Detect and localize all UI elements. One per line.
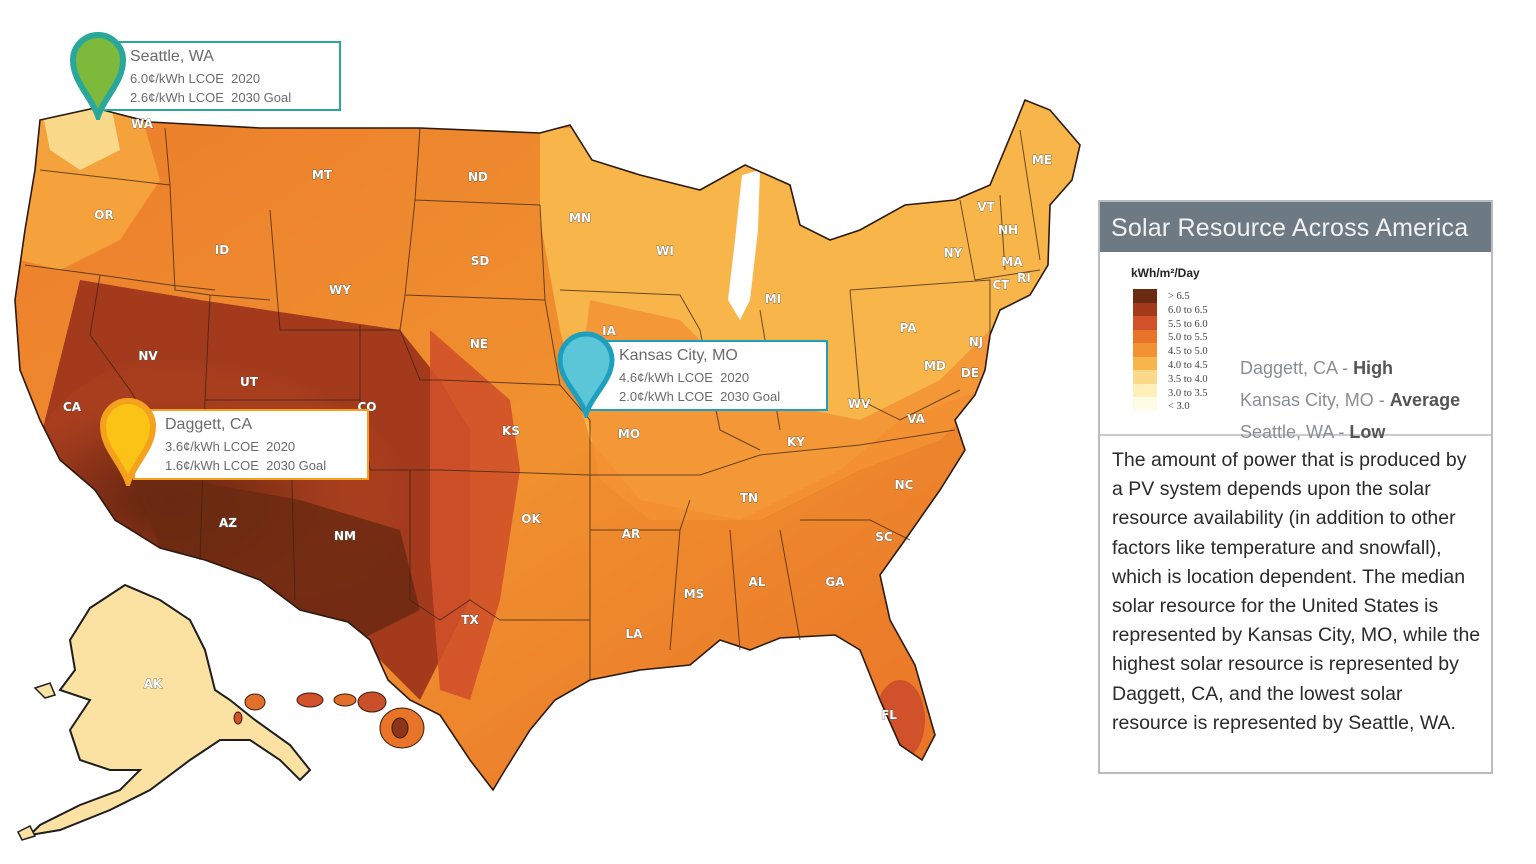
map-pin-kansas-city-icon[interactable] <box>556 330 616 418</box>
state-label-az: AZ <box>219 516 237 530</box>
map-pin-seattle-icon[interactable] <box>69 30 127 120</box>
state-label-wa: WA <box>131 117 154 131</box>
state-label-ne: NE <box>470 337 488 351</box>
legend-swatch <box>1133 289 1157 303</box>
state-label-ri: RI <box>1017 271 1031 285</box>
legend-range-label: 4.5 to 5.0 <box>1168 346 1208 358</box>
callout-city: Seattle, WA <box>130 48 214 65</box>
state-label-mt: MT <box>312 168 333 182</box>
state-label-tx: TX <box>461 613 479 627</box>
state-label-tn: TN <box>740 491 758 505</box>
legend-range-labels: > 6.5 6.0 to 6.5 5.5 to 6.0 5.0 to 5.5 4.5 t… <box>1168 290 1208 414</box>
state-label-mn: MN <box>569 211 591 225</box>
state-label-nd: ND <box>468 170 488 184</box>
legend-swatch <box>1133 397 1157 411</box>
legend-swatch <box>1133 370 1157 384</box>
state-label-ks: KS <box>502 424 520 438</box>
callout-daggett: Daggett, CA 3.6¢/kWh LCOE 2020 1.6¢/kWh … <box>133 409 369 480</box>
callout-lcoe-2020: 4.6¢/kWh LCOE 2020 <box>619 370 750 385</box>
state-label-nj: NJ <box>969 335 984 349</box>
state-label-al: AL <box>749 575 766 589</box>
example-average: Kansas City, MO - Average <box>1240 390 1461 410</box>
legend-swatch <box>1133 343 1157 357</box>
callout-lcoe-2030: 2.0¢/kWh LCOE 2030 Goal <box>619 389 781 404</box>
state-label-de: DE <box>961 366 979 380</box>
state-label-ak: AK <box>144 677 163 691</box>
legend-range-label: > 6.5 <box>1168 291 1190 302</box>
info-panel: Solar Resource Across America kWh/m²/Day… <box>1098 200 1493 774</box>
state-label-nv: NV <box>138 349 158 363</box>
state-label-mi: MI <box>765 292 781 306</box>
map-pin-daggett-icon[interactable] <box>99 396 157 486</box>
legend-unit: kWh/m²/Day <box>1131 266 1200 280</box>
state-label-ca: CA <box>63 400 82 414</box>
legend-swatch <box>1133 302 1157 316</box>
state-label-ny: NY <box>944 246 963 260</box>
description-text: The amount of power that is produced by … <box>1112 449 1481 734</box>
legend-range-label: 5.0 to 5.5 <box>1168 332 1208 344</box>
hawaii-islands <box>233 691 425 749</box>
state-label-wi: WI <box>656 244 674 258</box>
example-low: Seattle, WA - Low <box>1240 422 1386 442</box>
state-label-md: MD <box>924 359 946 373</box>
state-labels: WAORCANVIDMTWYUTCOAZNMNDSDNEKSOKTXMNIAMO… <box>63 117 1053 723</box>
legend-range-label: 3.0 to 3.5 <box>1168 387 1208 399</box>
state-label-nm: NM <box>334 529 356 543</box>
callout-lcoe-2030: 2.6¢/kWh LCOE 2030 Goal <box>130 90 292 105</box>
state-label-ar: AR <box>622 527 641 541</box>
state-label-wy: WY <box>329 283 351 297</box>
state-label-ky: KY <box>787 435 805 449</box>
state-label-ut: UT <box>240 375 259 389</box>
state-label-nh: NH <box>998 223 1018 237</box>
state-label-ia: IA <box>602 324 616 338</box>
legend-examples: Daggett, CA - High Kansas City, MO - Ave… <box>1240 352 1460 448</box>
state-label-la: LA <box>626 627 644 641</box>
state-label-ga: GA <box>825 575 845 589</box>
state-label-mo: MO <box>618 427 640 441</box>
state-label-nc: NC <box>895 478 914 492</box>
state-label-fl: FL <box>881 708 897 722</box>
state-label-id: ID <box>215 243 229 257</box>
callout-lcoe-2030: 1.6¢/kWh LCOE 2030 Goal <box>165 458 327 473</box>
callout-city: Daggett, CA <box>165 416 253 433</box>
legend-swatch <box>1133 383 1157 397</box>
legend-swatch <box>1133 329 1157 343</box>
panel-title: Solar Resource Across America <box>1100 202 1491 252</box>
state-label-ct: CT <box>993 278 1011 292</box>
legend-swatches <box>1133 289 1157 411</box>
state-label-ms: MS <box>684 587 705 601</box>
state-label-vt: VT <box>977 200 995 214</box>
legend-swatch <box>1133 356 1157 370</box>
state-label-sd: SD <box>471 254 490 268</box>
legend-swatch <box>1133 316 1157 330</box>
state-label-ok: OK <box>521 512 541 526</box>
callout-lcoe-2020: 3.6¢/kWh LCOE 2020 <box>165 439 296 454</box>
state-label-sc: SC <box>875 530 893 544</box>
state-label-va: VA <box>907 412 925 426</box>
callout-lcoe-2020: 6.0¢/kWh LCOE 2020 <box>130 71 261 86</box>
legend-range-label: 5.5 to 6.0 <box>1168 318 1208 330</box>
callout-kansas-city: Kansas City, MO 4.6¢/kWh LCOE 2020 2.0¢/… <box>587 340 828 411</box>
alaska-shape <box>27 583 312 837</box>
example-high: Daggett, CA - High <box>1240 358 1394 378</box>
legend: kWh/m²/Day > 6.5 6.0 to 6.5 5.5 to 6.0 5.0 … <box>1100 252 1491 442</box>
state-label-pa: PA <box>900 321 918 335</box>
legend-range-label: < 3.0 <box>1168 401 1190 413</box>
state-label-me: ME <box>1032 153 1052 167</box>
legend-range-label: 3.5 to 4.0 <box>1168 373 1208 385</box>
state-label-or: OR <box>94 208 113 222</box>
legend-range-label: 4.0 to 4.5 <box>1168 359 1208 371</box>
callout-seattle: Seattle, WA 6.0¢/kWh LCOE 2020 2.6¢/kWh … <box>98 41 341 111</box>
state-label-ma: MA <box>1001 255 1023 269</box>
callout-city: Kansas City, MO <box>619 347 738 364</box>
state-label-wv: WV <box>848 397 871 411</box>
legend-range-label: 6.0 to 6.5 <box>1168 304 1208 316</box>
